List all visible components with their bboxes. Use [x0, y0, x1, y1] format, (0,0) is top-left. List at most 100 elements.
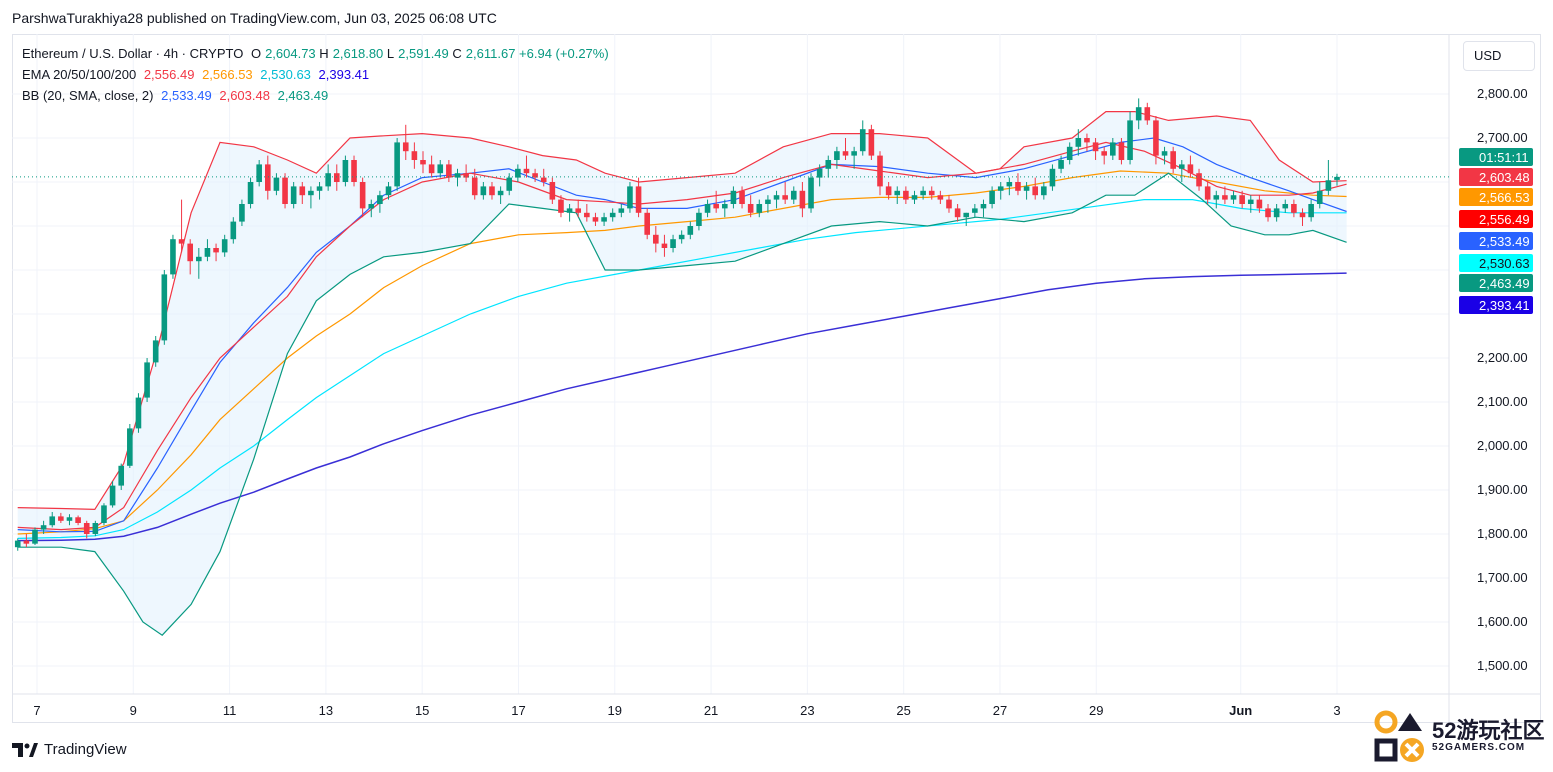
candle-body — [101, 505, 107, 523]
candle-body — [790, 190, 797, 200]
candle-body — [532, 173, 538, 178]
candle-body — [49, 516, 56, 526]
candle-body — [868, 129, 875, 156]
price-badge — [1459, 254, 1533, 272]
tradingview-brand: TradingView — [44, 741, 127, 758]
price-badge-label: 2,556.49 — [1479, 212, 1530, 227]
candle-body — [1084, 138, 1090, 143]
change-value: +6.94 (+0.27%) — [519, 46, 609, 61]
candle-body — [1092, 142, 1099, 152]
bb-lower-value: 2,463.49 — [277, 88, 329, 103]
candle-body — [765, 199, 771, 204]
candle-body — [454, 173, 461, 178]
candle-body — [221, 239, 228, 253]
candle-body — [1247, 199, 1254, 204]
price-badge — [1459, 148, 1533, 166]
tradingview-icon — [12, 742, 38, 757]
candle-body — [635, 186, 642, 213]
y-tick-label: 2,200.00 — [1477, 350, 1528, 365]
candle-body — [144, 362, 150, 398]
candle-body — [584, 212, 590, 218]
candle-body — [14, 540, 21, 548]
candle-body — [920, 190, 926, 196]
ema100-value: 2,530.63 — [260, 67, 311, 82]
bb-upper-value: 2,603.48 — [219, 88, 270, 103]
x-tick-label: 9 — [130, 703, 137, 718]
ema20-value: 2,556.49 — [143, 67, 195, 82]
candle-body — [463, 173, 469, 178]
candle-body — [351, 160, 357, 182]
ema-legend[interactable]: EMA 20/50/100/200 2,556.49 2,566.53 2,53… — [22, 67, 373, 82]
currency-button[interactable]: USD — [1463, 41, 1535, 71]
ema200-value: 2,393.41 — [318, 67, 370, 82]
candle-body — [739, 190, 745, 204]
price-chart[interactable]: 1,500.00 1,600.00 1,700.00 1,800.00 1,900.00… — [12, 34, 1541, 723]
price-badge — [1459, 274, 1533, 292]
candle-body — [247, 182, 254, 204]
x-tick-label: 3 — [1333, 703, 1340, 718]
high-label: H 2,618.80 — [319, 46, 384, 61]
x-tick-label: 21 — [704, 703, 718, 718]
candle-body — [618, 208, 625, 213]
candle-body — [540, 177, 547, 182]
candle-body — [58, 516, 64, 521]
candle-body — [1032, 186, 1039, 196]
high-value: 2,618.80 — [332, 46, 384, 61]
candle-body — [816, 168, 823, 178]
candle-body — [480, 186, 487, 196]
candle-body — [178, 239, 185, 244]
candle-body — [903, 190, 909, 200]
watermark-title: 52游玩社区 — [1432, 717, 1545, 743]
open-value: 2,604.73 — [265, 46, 316, 61]
candle-body — [299, 186, 306, 196]
candle-body — [230, 221, 237, 240]
candle-body — [92, 523, 99, 534]
publisher-line: ParshwaTurakhiya28 published on TradingV… — [12, 10, 497, 26]
y-tick-label: 2,700.00 — [1477, 130, 1528, 145]
candle-body — [213, 248, 219, 253]
candle-body — [1178, 164, 1185, 169]
candle-body — [135, 397, 142, 429]
candle-body — [842, 151, 849, 156]
candle-body — [1213, 195, 1220, 200]
candle-body — [66, 517, 73, 521]
candle-body — [32, 529, 38, 544]
candle-body — [1127, 120, 1133, 160]
candle-body — [885, 186, 892, 196]
chart-frame — [12, 34, 1541, 723]
candle-body — [368, 204, 375, 209]
bb-basis-line — [17, 137, 1347, 533]
gamepad-symbols-icon — [1374, 710, 1424, 762]
candle-body — [1170, 151, 1176, 169]
x-tick-label: 13 — [319, 703, 333, 718]
candle-body — [877, 155, 883, 187]
candle-body — [678, 234, 685, 240]
bb-legend[interactable]: BB (20, SMA, close, 2) 2,533.49 2,603.48… — [22, 88, 332, 103]
candle-body — [972, 208, 978, 213]
candle-body — [196, 256, 202, 262]
y-tick-label: 1,500.00 — [1477, 658, 1528, 673]
candle-body — [609, 212, 616, 218]
candle-body — [1144, 107, 1151, 121]
candle-body — [1273, 208, 1280, 218]
candle-body — [170, 239, 176, 275]
candle-body — [325, 173, 331, 187]
tradingview-logo[interactable]: TradingView — [12, 741, 127, 758]
candle-body — [1256, 199, 1263, 209]
price-badge — [1459, 168, 1533, 186]
bb-lower-line — [17, 172, 1347, 636]
candle-body — [558, 199, 564, 213]
symbol-name: Ethereum / U.S. Dollar · 4h · CRYPTO — [22, 46, 244, 61]
candle-body — [239, 204, 245, 222]
symbol-legend[interactable]: Ethereum / U.S. Dollar · 4h · CRYPTO O 2,… — [22, 46, 613, 61]
candle-body — [1058, 160, 1064, 169]
candle-body — [506, 177, 513, 191]
low-label: L 2,591.49 — [386, 46, 449, 61]
candle-body — [1222, 195, 1228, 200]
candle-body — [946, 199, 952, 209]
x-tick-label: 25 — [896, 703, 910, 718]
candle-body — [1153, 120, 1159, 156]
x-tick-label: 23 — [800, 703, 814, 718]
candle-body — [808, 177, 814, 209]
candle-body — [549, 182, 556, 200]
